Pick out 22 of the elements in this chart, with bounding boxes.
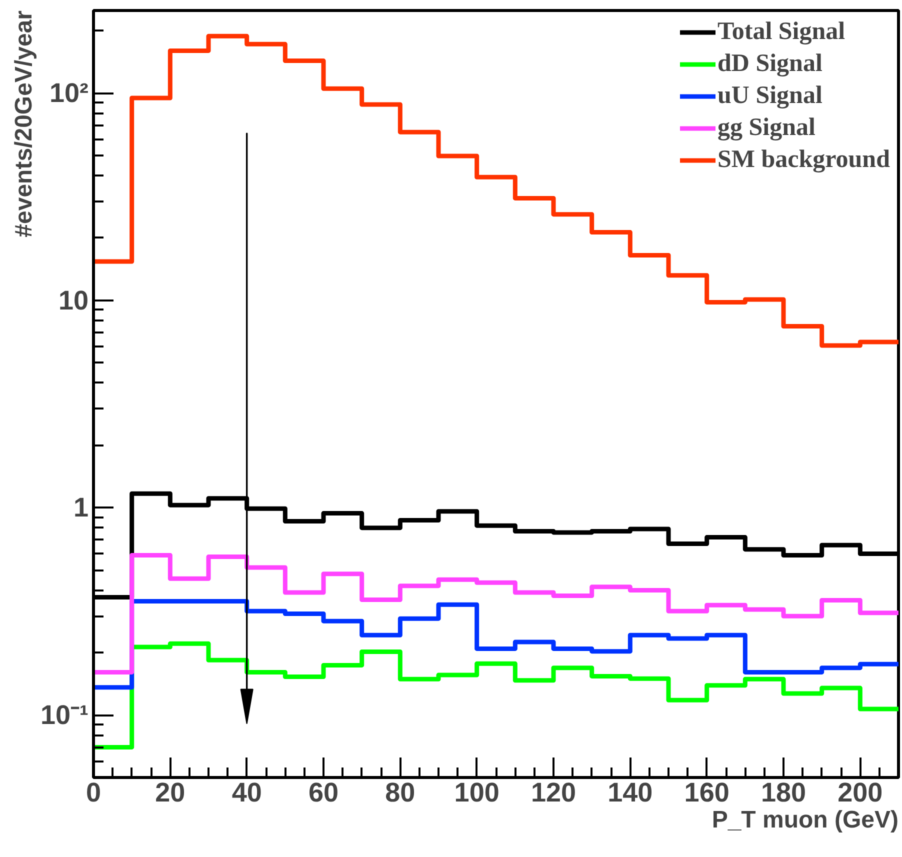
x-tick-label: 160 (684, 778, 730, 808)
x-tick-label: 120 (530, 778, 576, 808)
y-tick-label: 10 (58, 285, 89, 316)
x-tick-label: 140 (608, 778, 653, 808)
x-tick-label: 100 (454, 778, 500, 808)
y-axis-title: #events/20GeV/year (10, 10, 38, 238)
x-tick-label: 200 (838, 778, 883, 808)
legend-label: Total Signal (717, 18, 846, 46)
x-tick-label: 180 (760, 778, 806, 808)
x-tick-label: 0 (86, 778, 102, 808)
legend-label: gg Signal (717, 114, 816, 142)
x-tick-label: 80 (385, 778, 416, 808)
x-axis-title: P_T muon (GeV) (712, 806, 899, 834)
x-tick-label: 20 (155, 778, 186, 808)
legend-label: dD Signal (717, 50, 822, 78)
y-tick-label: 10⁻¹ (40, 700, 89, 730)
legend-label: SM background (717, 146, 890, 174)
y-tick-label: 1 (73, 492, 89, 523)
x-tick-label: 60 (308, 778, 339, 808)
x-tick-label: 40 (232, 778, 262, 808)
legend-label: uU Signal (717, 82, 822, 110)
y-tick-label: 10² (49, 78, 89, 108)
